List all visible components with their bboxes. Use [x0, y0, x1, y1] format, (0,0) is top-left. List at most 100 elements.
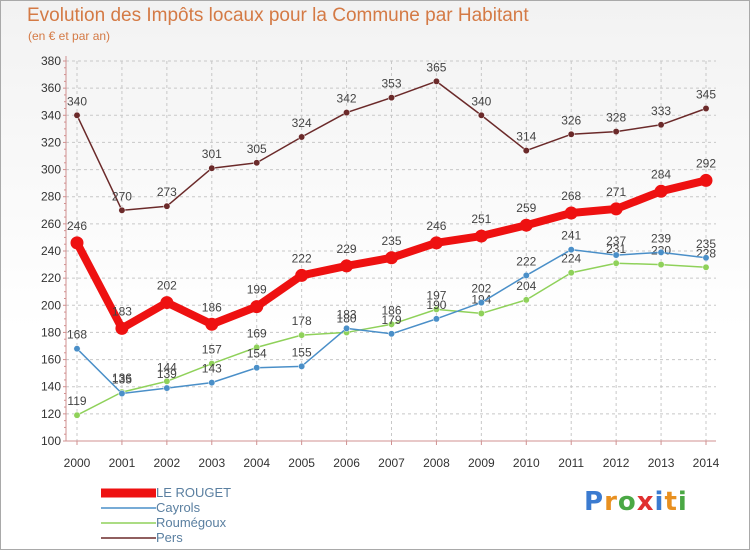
data-point — [388, 330, 395, 338]
data-point — [253, 364, 261, 372]
data-point — [343, 324, 351, 332]
data-point — [208, 360, 216, 368]
data-label: 328 — [606, 111, 626, 125]
legend-item-roumegoux: Roumégoux — [101, 515, 231, 530]
data-point — [163, 384, 171, 392]
data-label: 231 — [606, 242, 626, 256]
legend-label: Roumégoux — [156, 515, 227, 530]
data-point — [654, 184, 668, 198]
data-point — [73, 111, 81, 119]
x-tick-label: 2008 — [423, 456, 450, 470]
x-tick-label: 2005 — [288, 456, 315, 470]
y-tick-label: 180 — [41, 325, 61, 339]
data-point — [702, 254, 710, 262]
y-tick-label: 360 — [41, 81, 61, 95]
data-label: 273 — [157, 185, 177, 199]
data-label: 135 — [112, 373, 132, 387]
data-point — [564, 206, 578, 220]
y-tick-label: 100 — [41, 434, 61, 448]
data-point — [522, 147, 530, 155]
data-point — [474, 229, 488, 243]
x-tick-label: 2011 — [558, 456, 584, 470]
data-label: 353 — [381, 77, 401, 91]
data-label: 314 — [516, 130, 536, 144]
data-point — [432, 315, 440, 323]
data-label: 333 — [651, 104, 671, 118]
data-point — [567, 130, 575, 138]
data-label: 139 — [157, 367, 177, 381]
data-point — [73, 411, 81, 419]
data-label: 204 — [516, 279, 536, 293]
x-tick-label: 2014 — [693, 456, 720, 470]
data-label: 180 — [337, 311, 357, 325]
data-label: 186 — [381, 303, 401, 317]
data-point — [657, 248, 665, 256]
data-point — [699, 173, 713, 187]
data-label: 229 — [337, 242, 357, 256]
data-point — [519, 218, 533, 232]
y-tick-label: 160 — [41, 353, 61, 367]
data-point — [118, 206, 126, 214]
x-tick-label: 2002 — [154, 456, 181, 470]
data-label: 202 — [471, 282, 491, 296]
data-point — [250, 300, 264, 314]
data-point — [477, 309, 485, 317]
y-tick-label: 280 — [41, 190, 61, 204]
data-point — [612, 251, 620, 259]
x-tick-label: 2000 — [64, 456, 91, 470]
data-point — [702, 105, 710, 112]
data-point — [657, 261, 665, 269]
data-point — [160, 296, 174, 310]
data-point — [388, 94, 395, 102]
data-label: 186 — [202, 300, 222, 314]
data-label: 324 — [292, 116, 312, 130]
y-tick-label: 200 — [41, 298, 61, 312]
data-point — [477, 111, 485, 119]
x-tick-label: 2001 — [109, 456, 136, 470]
data-point — [343, 109, 351, 117]
y-tick-label: 120 — [41, 407, 61, 421]
data-label: 259 — [516, 201, 536, 215]
logo-letter: t — [664, 487, 678, 517]
legend-label: LE ROUGET — [156, 485, 232, 500]
data-label: 168 — [67, 328, 87, 342]
data-label: 178 — [292, 314, 312, 328]
data-point — [477, 299, 485, 307]
data-point — [253, 343, 261, 351]
y-tick-label: 140 — [41, 380, 61, 394]
chart-subtitle: (en € et par an) — [28, 29, 111, 43]
data-label: 270 — [112, 189, 132, 203]
data-label: 268 — [561, 189, 581, 203]
data-point — [385, 251, 398, 265]
data-label: 305 — [247, 142, 267, 156]
x-tick-label: 2012 — [603, 456, 630, 470]
data-label: 301 — [202, 147, 222, 161]
data-point — [432, 77, 440, 85]
data-point — [70, 236, 84, 250]
data-label: 235 — [696, 237, 716, 251]
legend-item-le-rouget: LE ROUGET — [101, 485, 231, 500]
data-point — [702, 263, 710, 271]
data-label: 119 — [67, 394, 86, 408]
data-label: 197 — [426, 288, 446, 302]
data-point — [567, 269, 575, 277]
legend: LE ROUGET Cayrols Roumégoux Pers — [101, 485, 231, 545]
data-label: 183 — [337, 307, 357, 321]
data-label: 271 — [606, 185, 626, 199]
data-point — [340, 259, 354, 273]
data-label: 183 — [112, 304, 132, 318]
data-label: 222 — [516, 254, 536, 268]
x-tick-label: 2009 — [468, 456, 495, 470]
data-point — [609, 202, 623, 216]
data-label: 284 — [651, 167, 671, 181]
data-point — [432, 305, 440, 313]
data-label: 222 — [292, 251, 312, 265]
legend-swatch-le-rouget — [101, 488, 156, 498]
data-label: 241 — [561, 229, 581, 243]
data-point — [522, 271, 530, 279]
data-label: 179 — [381, 313, 401, 327]
data-label: 340 — [471, 94, 491, 108]
data-label: 246 — [67, 219, 87, 233]
data-label: 237 — [606, 234, 626, 248]
